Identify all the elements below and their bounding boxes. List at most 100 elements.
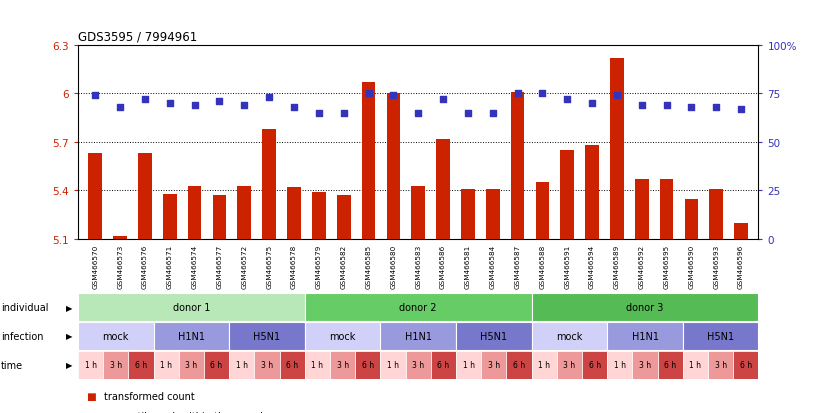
- Point: [262, 95, 275, 101]
- Text: 6 h: 6 h: [663, 361, 676, 370]
- Bar: [188, 186, 201, 240]
- Text: H1N1: H1N1: [178, 331, 205, 341]
- Bar: [305, 293, 531, 321]
- Point: [411, 110, 424, 116]
- Text: 1 h: 1 h: [235, 361, 247, 370]
- Text: 1 h: 1 h: [311, 361, 323, 370]
- Text: ■: ■: [86, 391, 96, 401]
- Bar: [430, 351, 455, 379]
- Bar: [355, 351, 380, 379]
- Text: GDS3595 / 7994961: GDS3595 / 7994961: [78, 31, 197, 43]
- Bar: [659, 180, 672, 240]
- Bar: [305, 351, 329, 379]
- Text: 3 h: 3 h: [487, 361, 500, 370]
- Text: GSM466592: GSM466592: [638, 244, 644, 288]
- Text: 6 h: 6 h: [437, 361, 449, 370]
- Text: GSM466595: GSM466595: [663, 244, 669, 288]
- Bar: [684, 199, 698, 240]
- Text: time: time: [1, 360, 23, 370]
- Text: H5N1: H5N1: [253, 331, 280, 341]
- Text: 1 h: 1 h: [84, 361, 97, 370]
- Text: 1 h: 1 h: [537, 361, 550, 370]
- Bar: [535, 183, 549, 240]
- Bar: [411, 186, 424, 240]
- Text: GSM466596: GSM466596: [737, 244, 743, 288]
- Bar: [361, 83, 375, 240]
- Bar: [510, 93, 523, 240]
- Point: [436, 97, 449, 103]
- Text: GSM466593: GSM466593: [713, 244, 718, 288]
- Bar: [287, 188, 301, 240]
- Point: [88, 93, 102, 99]
- Bar: [179, 351, 204, 379]
- Bar: [380, 351, 405, 379]
- Text: GSM466585: GSM466585: [365, 244, 371, 288]
- Bar: [229, 351, 254, 379]
- Point: [238, 102, 251, 109]
- Bar: [254, 351, 279, 379]
- Text: GSM466590: GSM466590: [688, 244, 694, 288]
- Text: donor 2: donor 2: [399, 302, 437, 312]
- Point: [113, 104, 126, 111]
- Point: [461, 110, 474, 116]
- Text: GSM466576: GSM466576: [142, 244, 147, 288]
- Text: H5N1: H5N1: [706, 331, 733, 341]
- Bar: [631, 351, 657, 379]
- Point: [585, 100, 598, 107]
- Text: GSM466573: GSM466573: [117, 244, 123, 288]
- Point: [659, 102, 672, 109]
- Text: ▶: ▶: [66, 332, 72, 341]
- Bar: [279, 351, 305, 379]
- Bar: [682, 351, 708, 379]
- Bar: [312, 192, 325, 240]
- Bar: [460, 190, 474, 240]
- Text: ▶: ▶: [66, 361, 72, 370]
- Text: GSM466591: GSM466591: [563, 244, 569, 288]
- Text: GSM466587: GSM466587: [514, 244, 520, 288]
- Text: H1N1: H1N1: [631, 331, 658, 341]
- Bar: [88, 154, 102, 240]
- Bar: [103, 351, 128, 379]
- Bar: [531, 351, 556, 379]
- Text: 3 h: 3 h: [336, 361, 348, 370]
- Text: transformed count: transformed count: [104, 391, 195, 401]
- Text: mock: mock: [555, 331, 582, 341]
- Bar: [78, 293, 305, 321]
- Bar: [78, 322, 153, 350]
- Bar: [455, 322, 531, 350]
- Bar: [305, 322, 380, 350]
- Point: [312, 110, 325, 116]
- Bar: [531, 322, 607, 350]
- Bar: [559, 151, 573, 240]
- Bar: [481, 351, 506, 379]
- Point: [486, 110, 499, 116]
- Text: GSM466579: GSM466579: [315, 244, 321, 288]
- Point: [560, 97, 573, 103]
- Text: GSM466574: GSM466574: [192, 244, 197, 288]
- Text: GSM466594: GSM466594: [588, 244, 595, 288]
- Text: donor 3: donor 3: [626, 302, 663, 312]
- Point: [635, 102, 648, 109]
- Text: GSM466586: GSM466586: [440, 244, 446, 288]
- Text: 6 h: 6 h: [361, 361, 373, 370]
- Bar: [609, 58, 623, 240]
- Point: [213, 98, 226, 105]
- Bar: [732, 351, 758, 379]
- Text: 3 h: 3 h: [713, 361, 726, 370]
- Bar: [585, 146, 598, 240]
- Bar: [657, 351, 682, 379]
- Text: GSM466580: GSM466580: [390, 244, 396, 288]
- Text: 1 h: 1 h: [387, 361, 399, 370]
- Bar: [634, 180, 648, 240]
- Text: GSM466581: GSM466581: [464, 244, 470, 288]
- Text: 6 h: 6 h: [588, 361, 600, 370]
- Point: [138, 97, 152, 103]
- Text: ▶: ▶: [66, 303, 72, 312]
- Bar: [128, 351, 153, 379]
- Point: [734, 106, 747, 113]
- Bar: [581, 351, 607, 379]
- Text: 3 h: 3 h: [563, 361, 575, 370]
- Text: 1 h: 1 h: [160, 361, 172, 370]
- Text: 3 h: 3 h: [412, 361, 423, 370]
- Point: [163, 100, 176, 107]
